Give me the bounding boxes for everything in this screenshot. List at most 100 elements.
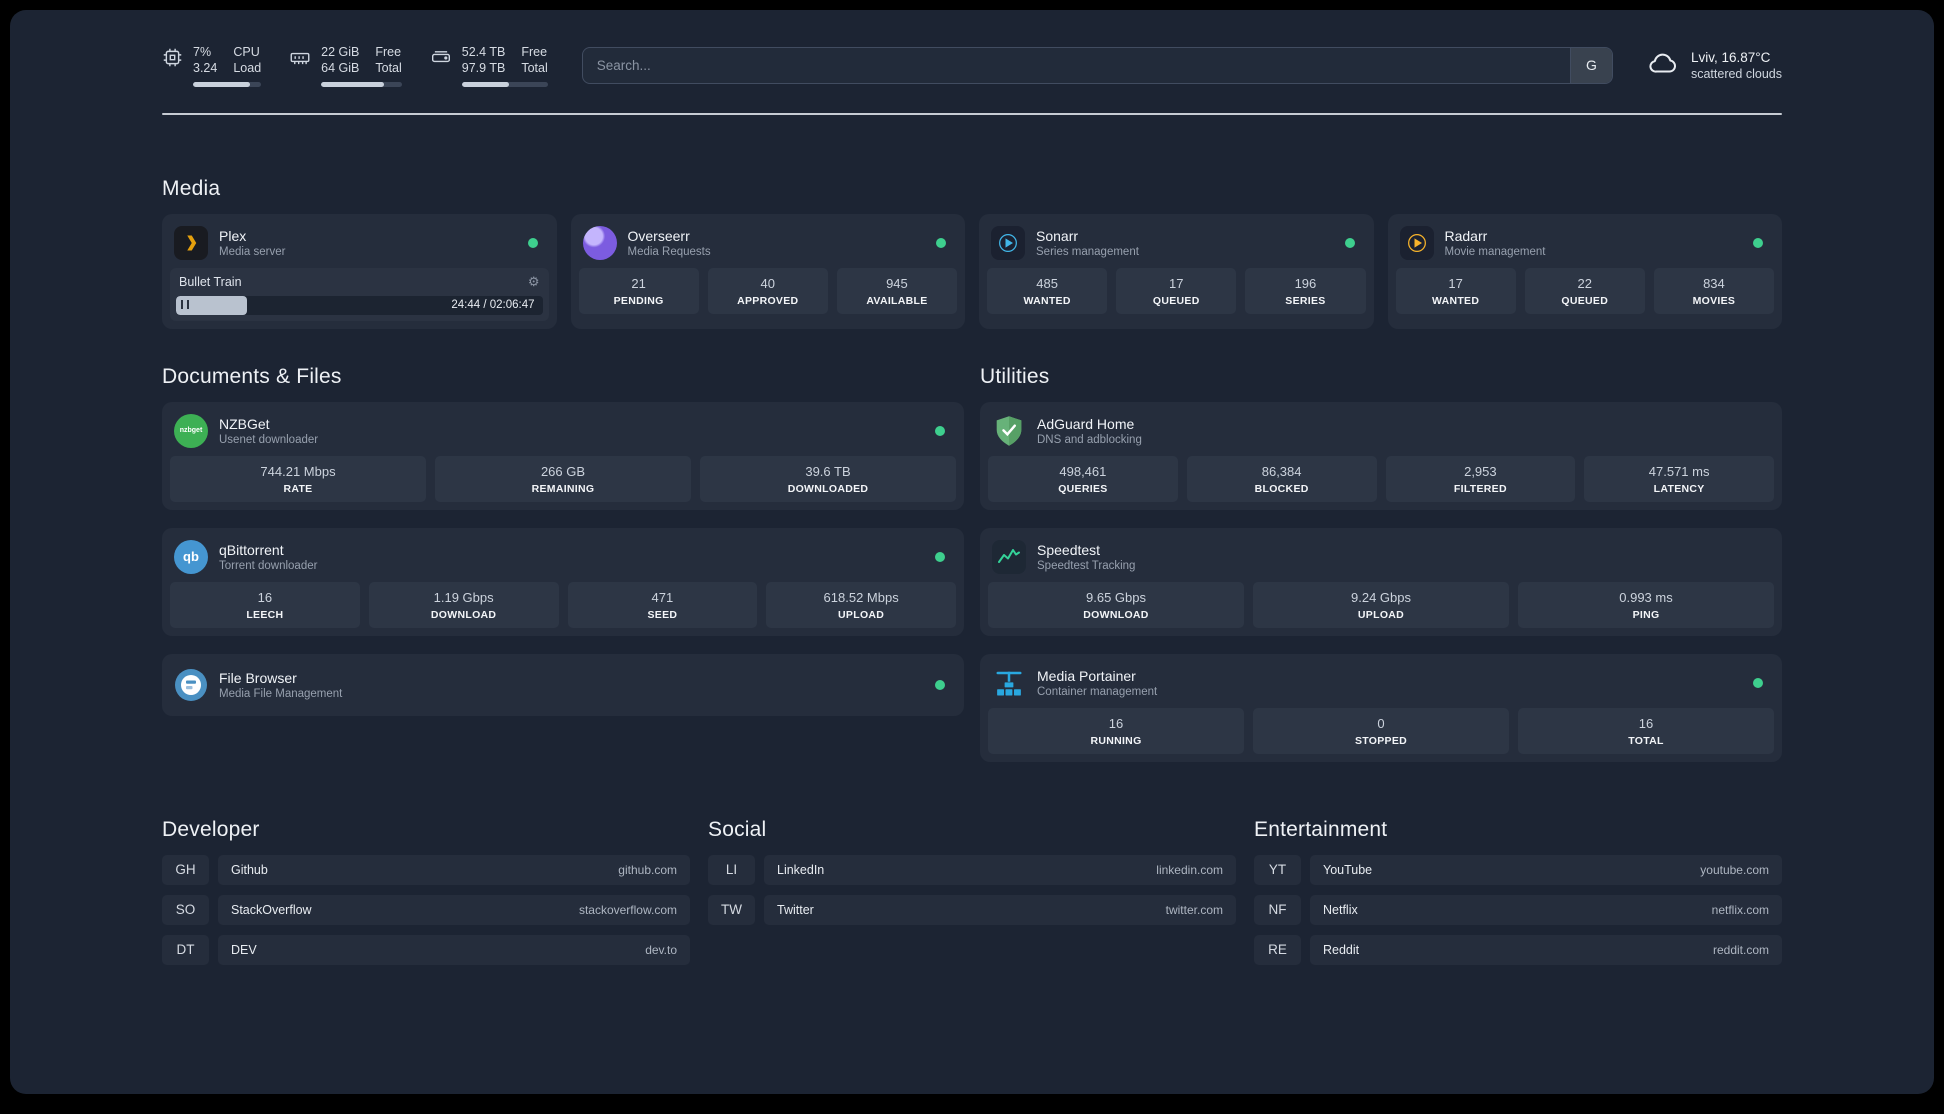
bookmark-linkedin[interactable]: LI LinkedIn linkedin.com: [708, 854, 1236, 885]
service-description: Movie management: [1444, 245, 1546, 258]
cpu-icon: [162, 47, 183, 73]
bookmark-reddit[interactable]: RE Reddit reddit.com: [1254, 934, 1782, 965]
search-provider-button[interactable]: G: [1569, 47, 1612, 83]
section-utilities: Utilities AdGuard Home DNS and adblockin…: [980, 365, 1782, 762]
bookmark-name: LinkedIn: [777, 862, 825, 877]
playback-progress-bar[interactable]: 24:44 / 02:06:47: [176, 295, 543, 315]
cpu-values: 7% 3.24: [193, 45, 218, 76]
service-name: qBittorrent: [219, 541, 284, 558]
now-playing-title: Bullet Train: [179, 274, 242, 289]
stat-remaining: 266 GB REMAINING: [435, 455, 691, 502]
stat-pending: 21 PENDING: [578, 267, 699, 314]
bookmark-netflix[interactable]: NF Netflix netflix.com: [1254, 894, 1782, 925]
service-card-adguard[interactable]: AdGuard Home DNS and adblocking 498,461 …: [980, 401, 1782, 510]
bookmark-url: youtube.com: [1700, 862, 1769, 877]
service-card-portainer[interactable]: Media Portainer Container management 16 …: [980, 653, 1782, 762]
stat-upload: 618.52 Mbps UPLOAD: [766, 581, 956, 628]
stat-download: 9.65 Gbps DOWNLOAD: [988, 581, 1244, 628]
service-name: Radarr: [1444, 227, 1488, 244]
memory-values: 22 GiB 64 GiB: [321, 45, 360, 76]
service-card-nzbget[interactable]: nzbget NZBGet Usenet downloader 744.21 M…: [162, 401, 964, 510]
service-card-radarr[interactable]: Radarr Movie management 17 WANTED 22 QUE…: [1387, 213, 1782, 329]
service-card-sonarr[interactable]: Sonarr Series management 485 WANTED 17 Q…: [979, 213, 1374, 329]
service-name: Overseerr: [627, 227, 690, 244]
bookmark-stackoverflow[interactable]: SO StackOverflow stackoverflow.com: [162, 894, 690, 925]
service-card-speedtest[interactable]: Speedtest Speedtest Tracking 9.65 Gbps D…: [980, 527, 1782, 636]
speedtest-icon: [992, 539, 1026, 574]
bookmark-url: linkedin.com: [1156, 862, 1223, 877]
service-description: Series management: [1036, 245, 1139, 258]
bookmark-name: StackOverflow: [231, 902, 312, 917]
section-entertainment: Entertainment YT YouTube youtube.com NF …: [1254, 818, 1782, 975]
bookmark-github[interactable]: GH Github github.com: [162, 854, 690, 885]
status-dot: [936, 237, 946, 248]
section-social: Social LI LinkedIn linkedin.com TW Twitt…: [708, 818, 1236, 975]
service-card-overseerr[interactable]: Overseerr Media Requests 21 PENDING 40 A…: [570, 213, 965, 329]
weather-widget: Lviv, 16.87°C scattered clouds: [1647, 50, 1782, 81]
cloud-icon: [1647, 51, 1679, 80]
filebrowser-icon: [174, 668, 208, 702]
bookmark-abbr: DT: [162, 934, 209, 965]
service-card-filebrowser[interactable]: File Browser Media File Management: [162, 653, 964, 716]
bookmark-url: netflix.com: [1711, 902, 1769, 917]
pause-icon[interactable]: [181, 296, 190, 314]
bookmark-dev[interactable]: DT DEV dev.to: [162, 934, 690, 965]
bookmark-name: YouTube: [1323, 862, 1373, 877]
stat-series: 196 SERIES: [1245, 267, 1366, 314]
service-name: File Browser: [219, 669, 297, 686]
stat-wanted: 17 WANTED: [1395, 267, 1516, 314]
weather-location: Lviv, 16.87°C: [1690, 49, 1771, 65]
bookmark-name: DEV: [231, 942, 257, 957]
service-description: Torrent downloader: [219, 559, 318, 572]
stat-queries: 498,461 QUERIES: [988, 455, 1178, 502]
search-input[interactable]: [581, 46, 1613, 84]
section-title-developer: Developer: [162, 817, 260, 841]
cpu-labels: CPU Load: [233, 45, 262, 76]
status-dot: [1344, 237, 1355, 248]
playback-time: 24:44 / 02:06:47: [451, 299, 535, 311]
stat-seed: 471 SEED: [567, 581, 758, 628]
service-card-plex[interactable]: Plex Media server Bullet Train ⚙ 24:4: [162, 213, 557, 329]
stat-upload: 9.24 Gbps UPLOAD: [1253, 581, 1509, 628]
nzbget-icon: nzbget: [174, 413, 208, 448]
section-developer: Developer GH Github github.com SO StackO…: [162, 818, 690, 975]
disk-icon: [430, 47, 452, 73]
stat-queued: 17 QUEUED: [1116, 267, 1237, 314]
status-dot: [935, 679, 945, 690]
section-title-utilities: Utilities: [980, 364, 1050, 388]
top-bar: 7% 3.24 CPU Load 22 GiB: [162, 44, 1782, 87]
memory-usage-bar: [321, 81, 402, 87]
status-dot: [1753, 677, 1763, 688]
disk-usage-bar: [461, 81, 548, 87]
section-title-social: Social: [708, 817, 767, 841]
bookmark-twitter[interactable]: TW Twitter twitter.com: [708, 894, 1236, 925]
status-dot: [527, 237, 538, 248]
weather-condition: scattered clouds: [1690, 66, 1782, 81]
stat-movies: 834 MOVIES: [1653, 267, 1775, 314]
bookmark-youtube[interactable]: YT YouTube youtube.com: [1254, 854, 1782, 885]
disk-values: 52.4 TB 97.9 TB: [461, 45, 506, 76]
bookmark-abbr: RE: [1254, 934, 1301, 965]
bookmark-url: twitter.com: [1165, 902, 1223, 917]
bookmark-abbr: YT: [1254, 854, 1301, 885]
stat-downloaded: 39.6 TB DOWNLOADED: [700, 455, 956, 502]
memory-labels: Free Total: [375, 45, 402, 76]
status-dot: [935, 425, 945, 436]
overseerr-icon: [582, 225, 617, 260]
radarr-icon: [1399, 225, 1434, 260]
bookmark-url: reddit.com: [1712, 942, 1769, 957]
bookmark-abbr: TW: [708, 894, 755, 925]
memory-monitor: 22 GiB 64 GiB Free Total: [289, 44, 402, 87]
service-description: Container management: [1037, 685, 1158, 698]
service-card-qbittorrent[interactable]: qb qBittorrent Torrent downloader 16 LEE…: [162, 527, 964, 636]
playback-progress-fill: [176, 295, 248, 315]
memory-icon: [289, 47, 311, 73]
service-description: Usenet downloader: [219, 433, 319, 446]
service-name: AdGuard Home: [1037, 415, 1135, 432]
bookmark-abbr: NF: [1254, 894, 1301, 925]
bookmark-name: Github: [231, 862, 268, 877]
bookmark-url: stackoverflow.com: [578, 902, 677, 917]
service-description: DNS and adblocking: [1037, 433, 1142, 446]
plex-icon: [174, 225, 208, 260]
settings-gear-icon[interactable]: ⚙: [527, 273, 540, 289]
